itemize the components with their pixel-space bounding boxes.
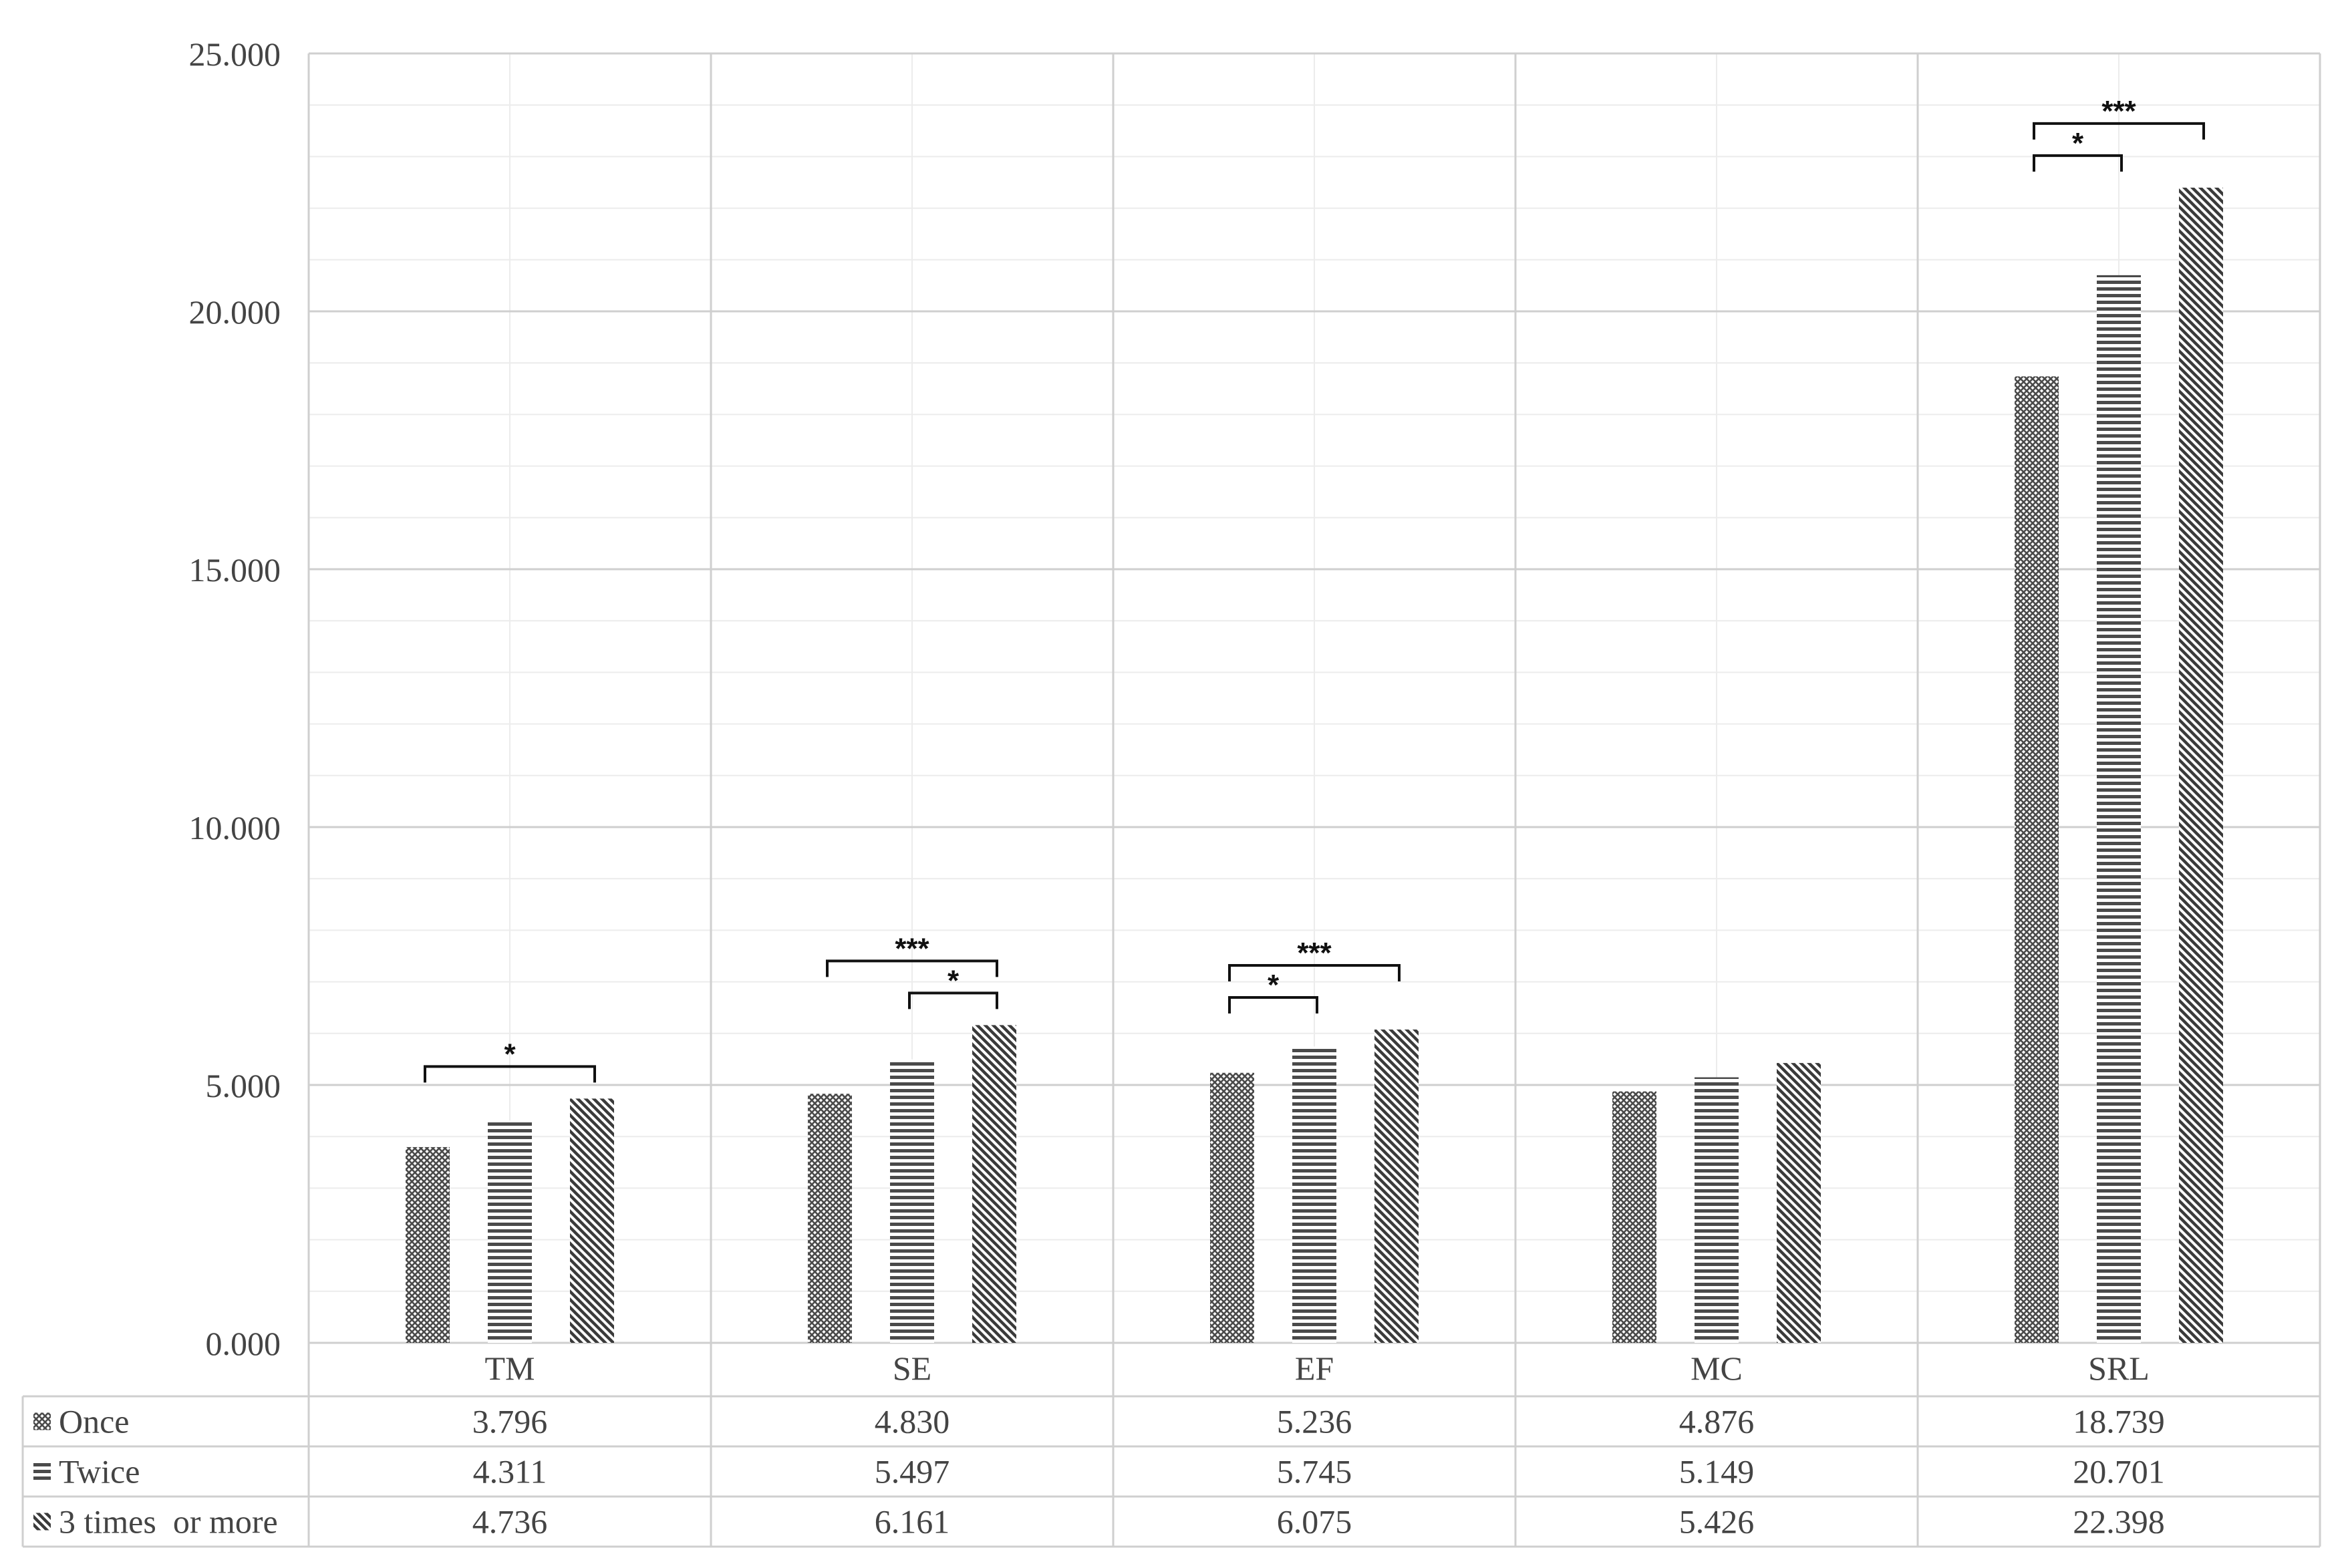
table-value: 5.149 <box>1679 1453 1755 1491</box>
axis-labels: 0.000 5.000 10.000 15.000 20.000 25.000 TM SE EF… <box>59 35 2165 1541</box>
bar-tm-3 <box>570 1098 614 1343</box>
bar-srl-3 <box>2179 187 2223 1343</box>
y-tick-label: 5.000 <box>206 1067 281 1104</box>
table-value: 18.739 <box>2073 1403 2165 1440</box>
y-tick-label: 25.000 <box>189 35 281 73</box>
table-value: 4.830 <box>875 1403 950 1440</box>
table-value: 22.398 <box>2073 1503 2165 1541</box>
table-value: 5.497 <box>875 1453 950 1491</box>
significance-label: * <box>1268 969 1280 1001</box>
significance-label: *** <box>895 932 929 965</box>
bar-mc-3 <box>1777 1063 1821 1343</box>
legend-key-3 <box>33 1513 51 1531</box>
bar-ef-2 <box>1292 1046 1336 1343</box>
table-value: 5.236 <box>1277 1403 1352 1440</box>
y-tick-label: 15.000 <box>189 551 281 589</box>
x-tick-label: SRL <box>2088 1350 2150 1387</box>
bar-se-3 <box>972 1025 1016 1343</box>
bar-ef-3 <box>1374 1030 1419 1343</box>
significance-bracket <box>2033 154 2123 172</box>
significance-label: *** <box>1297 937 1332 969</box>
bar-srl-1 <box>2015 376 2059 1344</box>
bar-srl-2 <box>2097 275 2141 1343</box>
significance-label: * <box>504 1038 516 1070</box>
table-value: 3.796 <box>472 1403 548 1440</box>
table-value: 6.075 <box>1277 1503 1352 1541</box>
table-value: 5.745 <box>1277 1453 1352 1491</box>
significance-bracket <box>2033 122 2205 140</box>
y-tick-label: 10.000 <box>189 809 281 846</box>
bar-ef-1 <box>1210 1072 1254 1343</box>
significance-bracket <box>908 991 998 1009</box>
table-value: 5.426 <box>1679 1503 1755 1541</box>
x-tick-label: EF <box>1295 1350 1334 1387</box>
y-tick-label: 20.000 <box>189 293 281 331</box>
bar-se-2 <box>890 1059 934 1343</box>
legend-key-1 <box>33 1412 51 1430</box>
bar-mc-2 <box>1695 1077 1739 1343</box>
significance-bracket <box>826 959 998 977</box>
bar-se-1 <box>808 1094 852 1343</box>
legend-key-2 <box>33 1462 51 1480</box>
significance-bracket <box>424 1065 596 1083</box>
bar-tm-2 <box>488 1120 532 1343</box>
bar-tm-1 <box>406 1146 450 1343</box>
significance-label: *** <box>2101 95 2136 128</box>
bars <box>406 187 2223 1344</box>
bar-mc-1 <box>1612 1091 1656 1343</box>
significance-bracket <box>1228 964 1401 982</box>
legend-label: Twice <box>59 1453 140 1491</box>
table-value: 4.736 <box>472 1503 548 1541</box>
table-value: 20.701 <box>2073 1453 2165 1491</box>
x-tick-label: MC <box>1691 1350 1743 1387</box>
significance-brackets: ************* <box>424 95 2205 1083</box>
legend-label: Once <box>59 1403 130 1440</box>
table-value: 4.876 <box>1679 1403 1755 1440</box>
table-value: 6.161 <box>875 1503 950 1541</box>
significance-label: * <box>947 964 960 997</box>
significance-bracket <box>1228 996 1318 1014</box>
table-value: 4.311 <box>473 1453 547 1491</box>
legend-label: 3 times or more <box>59 1503 278 1541</box>
x-tick-label: SE <box>893 1350 931 1387</box>
y-tick-label: 0.000 <box>206 1325 281 1362</box>
data-table <box>21 1342 2320 1548</box>
significance-label: * <box>2072 127 2084 160</box>
x-tick-label: TM <box>485 1350 535 1387</box>
